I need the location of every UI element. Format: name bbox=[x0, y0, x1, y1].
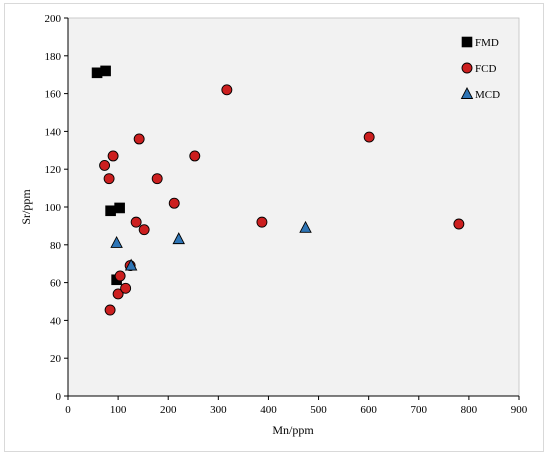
x-tick-label: 200 bbox=[160, 404, 177, 416]
legend-label-fmd: FMD bbox=[475, 37, 499, 49]
x-axis-title: Mn/ppm bbox=[272, 423, 314, 437]
y-tick-label: 180 bbox=[45, 51, 62, 63]
y-tick-label: 0 bbox=[56, 391, 62, 403]
legend: FMD FCD MCD bbox=[460, 36, 500, 101]
x-tick-label: 700 bbox=[411, 404, 428, 416]
data-marks bbox=[91, 65, 465, 316]
x-tick-label: 600 bbox=[360, 404, 377, 416]
axes: 0 100 200 300 400 500 600 700 800 900 0 20 40 60 80 100… bbox=[45, 13, 528, 416]
point-fcd bbox=[221, 84, 233, 96]
point-mcd bbox=[110, 235, 123, 248]
point-fmd bbox=[100, 65, 111, 77]
point-fcd bbox=[120, 282, 132, 294]
y-tick-label: 100 bbox=[45, 202, 62, 214]
point-fcd bbox=[130, 216, 142, 228]
point-fcd bbox=[168, 197, 180, 209]
point-fcd bbox=[189, 150, 201, 162]
plot-area bbox=[67, 17, 520, 397]
legend-marker-mcd bbox=[460, 87, 474, 99]
point-mcd bbox=[124, 258, 138, 271]
point-fcd bbox=[112, 288, 124, 300]
point-fcd bbox=[107, 150, 119, 162]
y-tick-label: 60 bbox=[50, 278, 62, 290]
x-tick-label: 900 bbox=[511, 404, 528, 416]
point-fcd bbox=[133, 133, 145, 145]
y-tick-label: 40 bbox=[50, 315, 62, 327]
point-fcd bbox=[256, 216, 268, 228]
y-axis-title: Sr/ppm bbox=[19, 189, 33, 225]
point-mcd bbox=[172, 232, 185, 245]
point-fcd bbox=[99, 159, 111, 171]
point-fcd bbox=[151, 173, 163, 185]
legend-label-fcd: FCD bbox=[475, 63, 496, 75]
point-fmd bbox=[105, 205, 116, 217]
y-tick-label: 20 bbox=[50, 353, 62, 365]
point-fcd bbox=[138, 224, 150, 236]
y-tick-label: 160 bbox=[45, 89, 62, 101]
point-fcd bbox=[453, 218, 465, 230]
x-tick-label: 100 bbox=[110, 404, 127, 416]
y-tick-label: 140 bbox=[45, 126, 62, 138]
point-mcd bbox=[299, 220, 312, 233]
point-fmd bbox=[114, 202, 125, 214]
legend-label-mcd: MCD bbox=[475, 89, 500, 101]
point-fcd bbox=[103, 173, 115, 185]
y-tick-label: 200 bbox=[45, 13, 62, 25]
x-tick-label: 0 bbox=[65, 404, 71, 416]
point-fcd bbox=[363, 131, 375, 143]
x-tick-label: 800 bbox=[461, 404, 478, 416]
legend-marker-fcd bbox=[461, 62, 473, 74]
y-tick-label: 80 bbox=[50, 240, 62, 252]
legend-marker-fmd bbox=[461, 36, 473, 48]
point-fcd bbox=[104, 304, 116, 316]
point-fcd bbox=[114, 270, 126, 282]
y-tick-label: 120 bbox=[45, 164, 62, 176]
x-tick-label: 500 bbox=[310, 404, 327, 416]
x-tick-label: 400 bbox=[260, 404, 277, 416]
x-tick-label: 300 bbox=[210, 404, 227, 416]
